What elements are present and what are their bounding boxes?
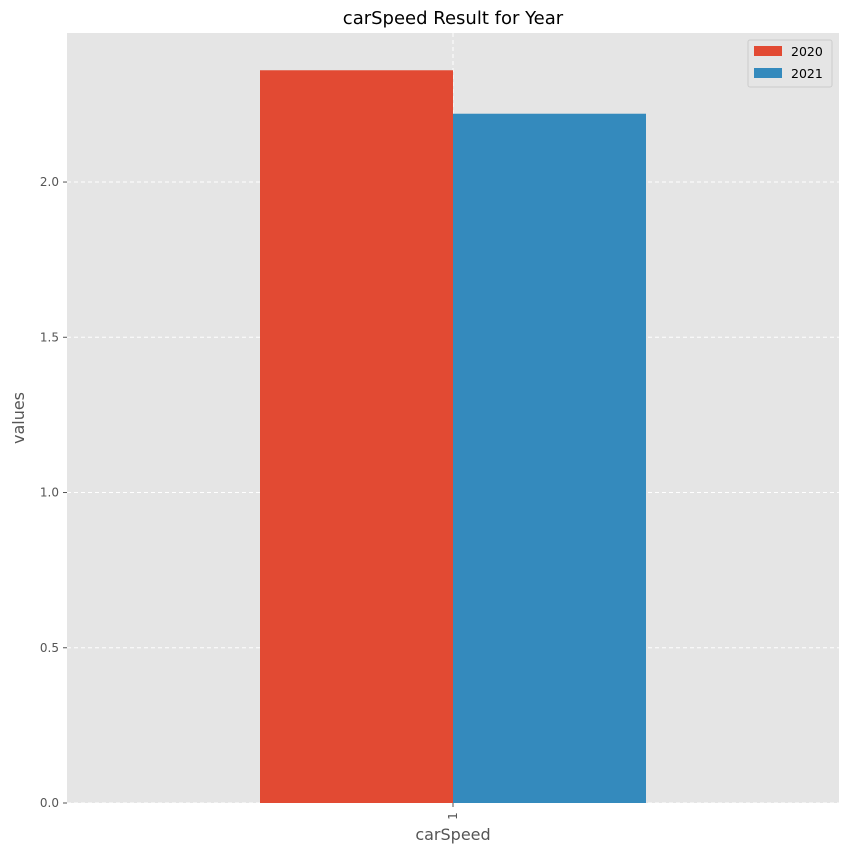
legend-swatch-2020: [754, 46, 782, 56]
y-axis-ticks: 0.0 0.5 1.0 1.5 2.0: [40, 175, 67, 810]
y-tick-label: 1.0: [40, 486, 59, 500]
y-axis-title: values: [9, 392, 28, 444]
chart-title: carSpeed Result for Year: [343, 8, 564, 29]
legend: 2020 2021: [747, 39, 833, 88]
bar-2020: [260, 70, 453, 804]
x-tick-label: 1: [446, 812, 460, 820]
x-axis-title: carSpeed: [415, 825, 490, 844]
y-tick-label: 2.0: [40, 175, 59, 189]
legend-label-2021: 2021: [791, 66, 823, 81]
y-tick-label: 1.5: [40, 330, 59, 344]
y-tick-label: 0.5: [40, 641, 59, 655]
y-tick-label: 0.0: [40, 796, 59, 810]
x-axis-ticks: 1: [446, 803, 460, 820]
bars: [260, 70, 646, 804]
legend-swatch-2021: [754, 68, 782, 78]
legend-label-2020: 2020: [791, 44, 823, 59]
bar-2021: [453, 113, 646, 803]
